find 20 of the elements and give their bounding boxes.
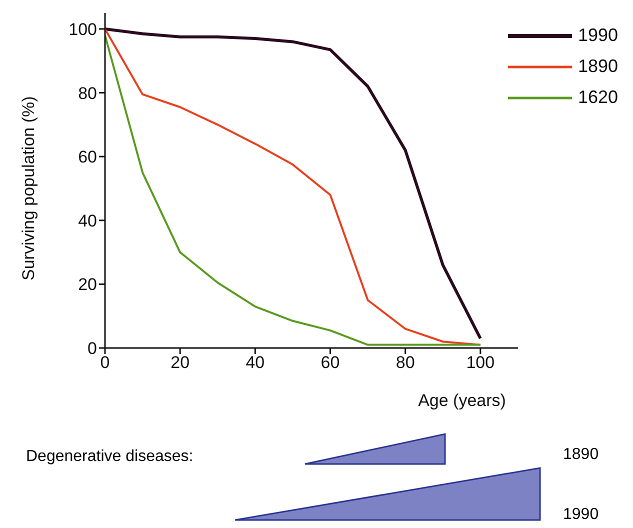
y-tick-label: 20 <box>78 275 97 294</box>
x-tick-label: 100 <box>466 353 495 372</box>
x-axis-title: Age (years) <box>418 391 506 410</box>
x-tick-label: 60 <box>320 353 340 372</box>
legend-label: 1990 <box>578 25 618 46</box>
text: 1990 <box>563 506 599 524</box>
y-tick-label: 80 <box>78 84 97 103</box>
x-tick-label: 80 <box>396 353 415 372</box>
legend-label: 1890 <box>578 56 618 77</box>
legend-label: 1620 <box>578 87 618 108</box>
y-tick-label: 0 <box>88 339 97 358</box>
y-tick-label: 100 <box>68 20 97 39</box>
y-tick-label: 40 <box>78 211 97 230</box>
x-tick-label: 40 <box>246 353 265 372</box>
y-axis-title: Surviving population (%) <box>19 96 38 280</box>
x-tick-label: 20 <box>170 353 190 372</box>
x-tick-label: 0 <box>100 353 110 372</box>
text: Degenerative diseases: <box>26 448 194 466</box>
text: 1890 <box>563 446 599 464</box>
y-tick-label: 60 <box>78 148 97 167</box>
